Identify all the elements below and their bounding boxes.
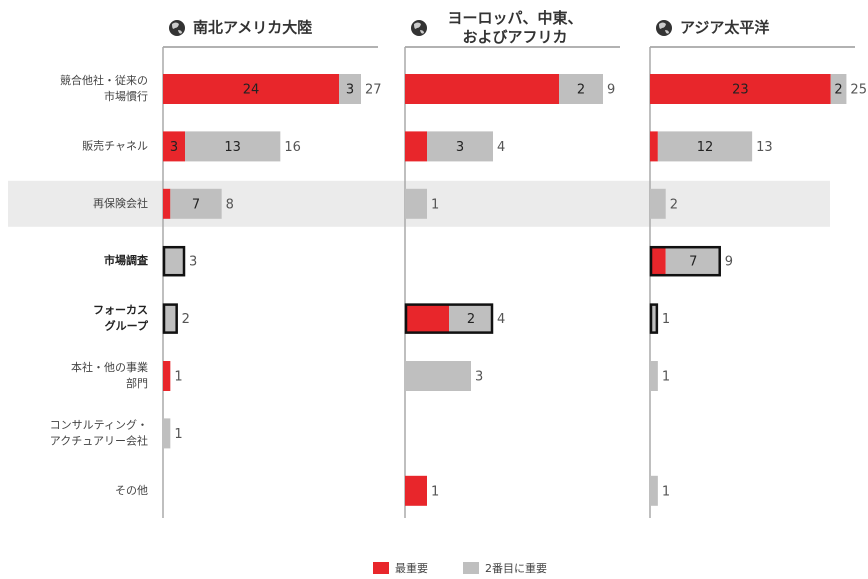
bar-segment bbox=[405, 475, 427, 506]
bar-segment bbox=[650, 303, 658, 334]
bar-outline bbox=[649, 245, 721, 277]
segment-label: 23 bbox=[732, 83, 749, 98]
globe-land bbox=[414, 22, 424, 34]
bar-segment bbox=[650, 131, 658, 162]
bar-segment bbox=[665, 246, 721, 277]
bar-segment bbox=[163, 303, 178, 334]
total-label: 25 bbox=[850, 83, 867, 98]
bar-segment bbox=[185, 131, 281, 162]
bar-segment bbox=[163, 418, 171, 449]
panel-title: アジア太平洋 bbox=[680, 19, 769, 37]
total-label: 1 bbox=[662, 370, 670, 385]
category-label: 再保険会社 bbox=[93, 196, 148, 210]
total-label: 2 bbox=[670, 197, 678, 212]
globe-land bbox=[172, 22, 182, 34]
legend-swatch bbox=[463, 562, 479, 574]
bar-segment bbox=[405, 303, 449, 334]
category-label: 本社・他の事業 bbox=[71, 360, 148, 374]
category-label: 市場調査 bbox=[104, 253, 148, 267]
globe-icon bbox=[656, 20, 672, 36]
segment-label: 2 bbox=[577, 83, 585, 98]
globe-icon bbox=[411, 20, 427, 36]
total-label: 1 bbox=[431, 484, 439, 499]
total-label: 4 bbox=[497, 312, 505, 327]
bar-outline bbox=[162, 303, 178, 334]
total-label: 1 bbox=[662, 312, 670, 327]
bar-segment bbox=[163, 246, 185, 277]
segment-label: 2 bbox=[467, 312, 475, 327]
total-label: 1 bbox=[431, 197, 439, 212]
total-label: 16 bbox=[284, 140, 301, 155]
category-label: 市場慣行 bbox=[104, 89, 148, 103]
legend-label: 最重要 bbox=[395, 561, 428, 575]
total-label: 1 bbox=[174, 370, 182, 385]
segment-label: 7 bbox=[689, 255, 697, 270]
bar-segment bbox=[405, 361, 471, 391]
segment-label: 7 bbox=[192, 197, 200, 212]
bar-segment bbox=[650, 246, 666, 277]
bar-segment bbox=[650, 475, 658, 506]
total-label: 9 bbox=[607, 83, 615, 98]
legend-label: 2番目に重要 bbox=[485, 561, 547, 575]
globe-land bbox=[659, 22, 669, 34]
bar-segment bbox=[405, 131, 427, 162]
bar-segment bbox=[163, 74, 339, 104]
category-label: 競合他社・従来の bbox=[60, 73, 148, 87]
globe-icon bbox=[169, 20, 185, 36]
total-label: 9 bbox=[725, 255, 733, 270]
bar-segment bbox=[559, 74, 603, 104]
bar-segment bbox=[830, 74, 847, 104]
bar-segment bbox=[650, 188, 666, 219]
bar-segment bbox=[405, 188, 427, 219]
total-label: 4 bbox=[497, 140, 505, 155]
total-label: 13 bbox=[756, 140, 773, 155]
category-label: アクチュアリー会社 bbox=[50, 433, 148, 447]
bar-outline bbox=[404, 303, 494, 334]
bar-outline bbox=[649, 303, 659, 334]
bar-segment bbox=[339, 74, 361, 104]
bar-segment bbox=[650, 74, 831, 104]
total-label: 8 bbox=[226, 197, 234, 212]
panel-title: およびアフリカ bbox=[462, 28, 567, 46]
panel-title: 南北アメリカ大陸 bbox=[193, 19, 312, 37]
segment-label: 3 bbox=[170, 140, 178, 155]
total-label: 27 bbox=[365, 83, 382, 98]
bar-segment bbox=[449, 303, 493, 334]
bar-segment bbox=[163, 361, 171, 391]
segment-label: 3 bbox=[346, 83, 354, 98]
segment-label: 2 bbox=[834, 83, 842, 98]
bar-segment bbox=[163, 188, 171, 219]
legend-swatch bbox=[373, 562, 389, 574]
segment-label: 13 bbox=[224, 140, 241, 155]
total-label: 1 bbox=[662, 484, 670, 499]
bar-segment bbox=[170, 188, 222, 219]
bar-segment bbox=[405, 74, 559, 104]
total-label: 3 bbox=[475, 370, 483, 385]
total-label: 1 bbox=[174, 427, 182, 442]
category-label: その他 bbox=[115, 484, 148, 497]
category-label: フォーカス bbox=[93, 304, 148, 317]
bar-outline bbox=[162, 245, 186, 277]
bar-segment bbox=[427, 131, 493, 162]
bar-segment bbox=[163, 131, 185, 162]
segment-label: 12 bbox=[697, 140, 714, 155]
total-label: 3 bbox=[189, 255, 197, 270]
total-label: 2 bbox=[182, 312, 190, 327]
category-label: コンサルティング・ bbox=[50, 417, 148, 431]
category-label: 部門 bbox=[126, 376, 148, 390]
category-label: 販売チャネル bbox=[82, 139, 148, 152]
bar-segment bbox=[650, 361, 658, 391]
segment-label: 3 bbox=[456, 140, 464, 155]
segment-label: 24 bbox=[243, 83, 260, 98]
bar-segment bbox=[657, 131, 753, 162]
category-label: グループ bbox=[105, 319, 149, 333]
panel-title: ヨーロッパ、中東、 bbox=[447, 9, 582, 27]
